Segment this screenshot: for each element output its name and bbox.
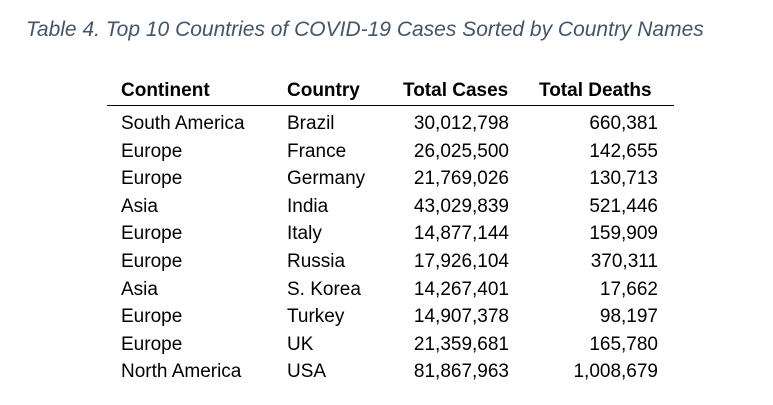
cell-total-deaths: 98,197 (599, 306, 658, 328)
cell-continent: Europe (121, 306, 183, 328)
cell-continent: Europe (121, 333, 183, 355)
table-header-row: Continent Country Total Cases Total Deat… (107, 76, 674, 106)
table-row: Asia India 43,029,839 521,446 (107, 192, 674, 220)
cell-continent: Asia (121, 278, 158, 300)
cell-total-cases: 26,025,500 (413, 140, 509, 162)
cell-country: Italy (287, 223, 322, 245)
table-row: Europe Germany 21,769,026 130,713 (107, 164, 674, 192)
header-continent: Continent (121, 80, 210, 101)
cell-country: Germany (287, 168, 366, 190)
table-row: Asia S. Korea 14,267,401 17,662 (107, 275, 674, 303)
table-row: Europe Italy 14,877,144 159,909 (107, 219, 674, 247)
cell-total-deaths: 521,446 (589, 195, 658, 217)
cell-total-cases: 81,867,963 (413, 361, 509, 383)
cell-total-cases: 21,359,681 (413, 333, 509, 355)
cell-country: Turkey (287, 306, 345, 328)
cell-total-deaths: 130,713 (589, 168, 658, 190)
cell-country: S. Korea (287, 278, 361, 300)
cell-total-deaths: 1,008,679 (573, 361, 658, 383)
table-row: North America USA 81,867,963 1,008,679 (107, 357, 674, 385)
cell-country: Brazil (287, 113, 335, 134)
cell-continent: Asia (121, 195, 158, 217)
cell-country: USA (287, 361, 327, 383)
table-row: Europe UK 21,359,681 165,780 (107, 330, 674, 358)
cell-country: UK (287, 333, 314, 355)
header-country: Country (287, 80, 360, 101)
cell-continent: Europe (121, 140, 183, 162)
cell-country: India (287, 195, 329, 217)
table-row: Europe Russia 17,926,104 370,311 (107, 247, 674, 275)
cell-total-deaths: 370,311 (590, 250, 658, 272)
cell-country: France (287, 140, 347, 162)
header-total-deaths: Total Deaths (539, 80, 652, 101)
cell-total-cases: 21,769,026 (413, 168, 509, 190)
cell-continent: North America (121, 361, 242, 383)
cell-continent: Europe (121, 250, 183, 272)
cell-continent: South America (121, 113, 245, 134)
cell-total-cases: 43,029,839 (413, 195, 509, 217)
cell-continent: Europe (121, 168, 183, 190)
cell-total-deaths: 660,381 (589, 113, 658, 134)
cell-total-deaths: 159,909 (589, 223, 658, 245)
cell-total-cases: 17,926,104 (413, 250, 509, 272)
cell-total-deaths: 165,780 (589, 333, 658, 355)
cell-continent: Europe (121, 223, 183, 245)
table-row: South America Brazil 30,012,798 660,381 (107, 109, 674, 137)
table-caption: Table 4. Top 10 Countries of COVID-19 Ca… (26, 18, 704, 41)
cell-total-deaths: 142,655 (589, 140, 658, 162)
cell-total-cases: 14,877,144 (413, 223, 509, 245)
cell-total-cases: 14,267,401 (413, 278, 509, 300)
cell-country: Russia (287, 250, 346, 272)
header-total-cases: Total Cases (403, 80, 509, 101)
table-body: South America Brazil 30,012,798 660,381 Euro… (107, 106, 674, 385)
covid-cases-table: Continent Country Total Cases Total Deat… (107, 76, 674, 385)
table-row: Europe France 26,025,500 142,655 (107, 137, 674, 165)
cell-total-cases: 14,907,378 (413, 306, 509, 328)
cell-total-deaths: 17,662 (599, 278, 658, 300)
table-row: Europe Turkey 14,907,378 98,197 (107, 302, 674, 330)
cell-total-cases: 30,012,798 (413, 113, 509, 134)
